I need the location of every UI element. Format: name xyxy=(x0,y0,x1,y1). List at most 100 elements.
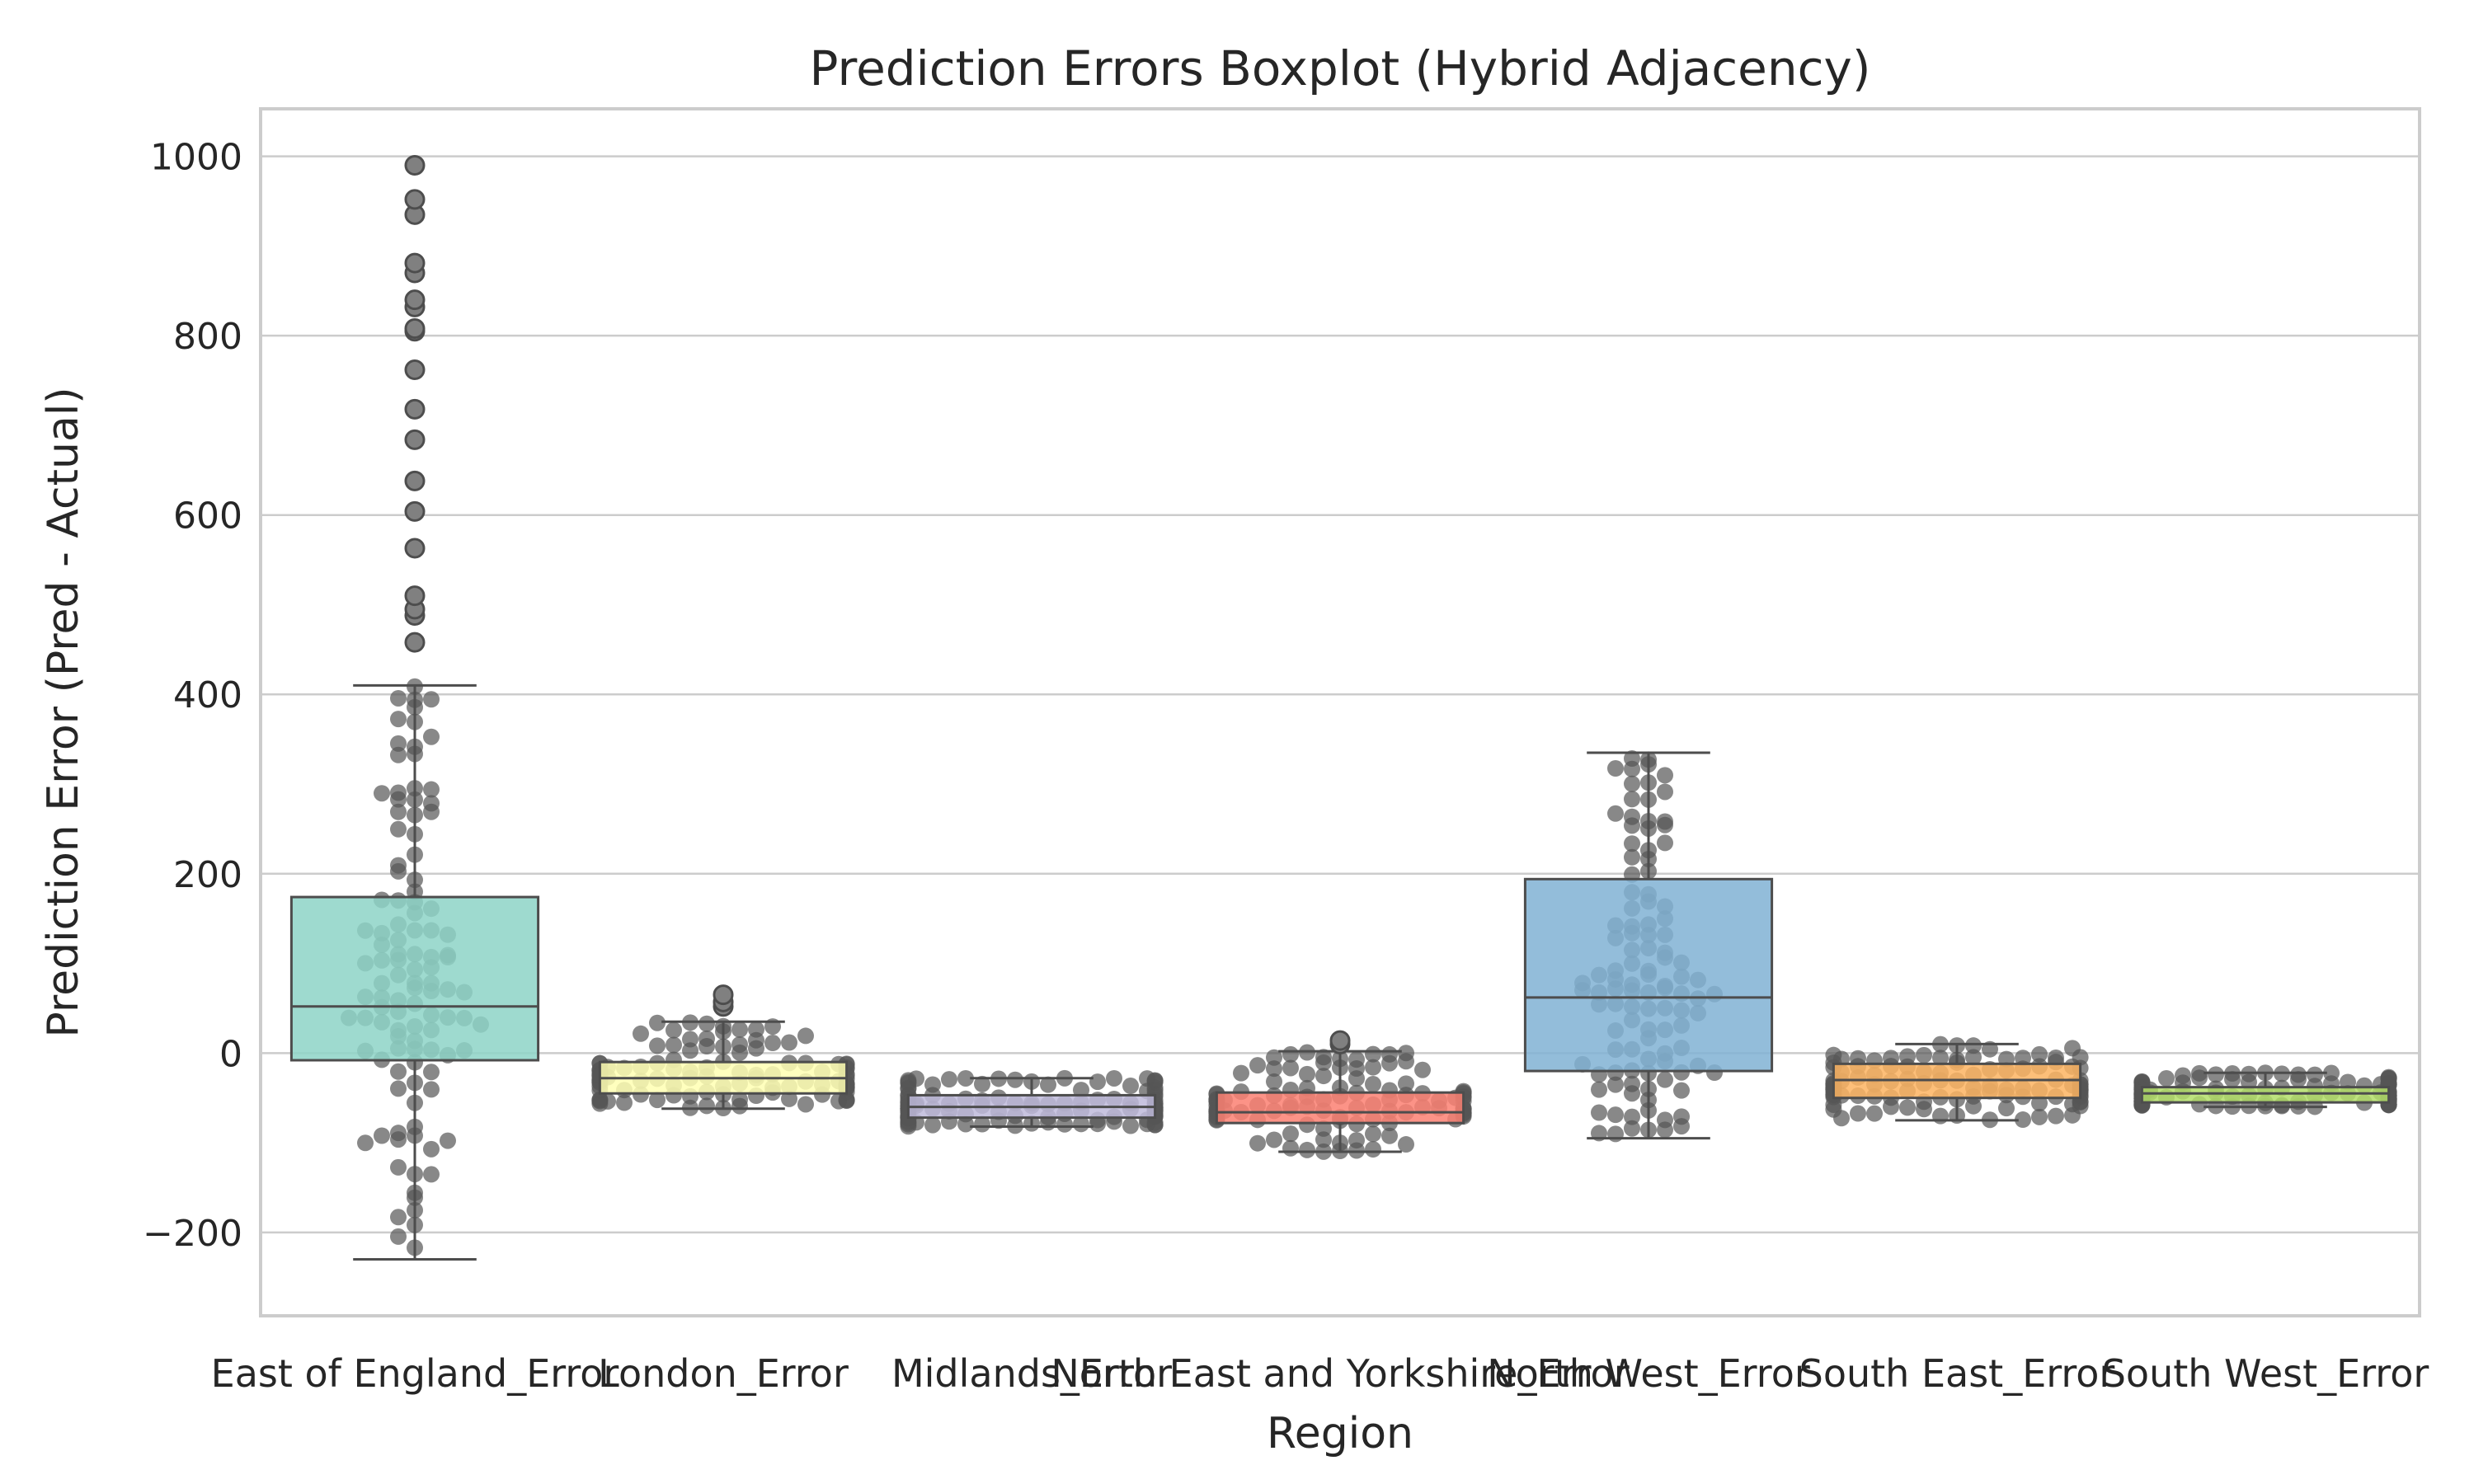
outlier-point xyxy=(407,157,423,174)
swarm-point xyxy=(390,784,407,801)
y-axis-label: Prediction Error (Pred - Actual) xyxy=(39,387,88,1037)
swarm-point xyxy=(1591,1104,1607,1121)
swarm-point xyxy=(1607,1076,1624,1093)
swarm-point xyxy=(1624,791,1640,808)
swarm-point xyxy=(1365,1059,1381,1076)
swarm-point xyxy=(649,1037,666,1054)
swarm-point xyxy=(900,1073,917,1091)
swarm-point xyxy=(748,1040,764,1057)
swarm-point xyxy=(1657,783,1673,801)
swarm-point xyxy=(1657,767,1673,784)
swarm-point xyxy=(957,1115,974,1133)
swarm-point xyxy=(1916,1101,1932,1118)
chart-title: Prediction Errors Boxplot (Hybrid Adjace… xyxy=(810,40,1871,96)
x-tick-label: North West_Error xyxy=(1487,1351,1810,1396)
swarm-point xyxy=(1932,1050,1949,1067)
swarm-point xyxy=(2031,1108,2048,1125)
outlier-point xyxy=(407,291,423,308)
swarm-point xyxy=(1414,1061,1431,1078)
swarm-point xyxy=(649,1092,666,1109)
swarm-point xyxy=(1073,1115,1089,1133)
box xyxy=(1523,877,1774,1073)
swarm-point xyxy=(1315,1068,1332,1085)
swarm-point xyxy=(682,1031,698,1048)
swarm-point xyxy=(1624,1108,1640,1125)
swarm-point xyxy=(2048,1107,2064,1125)
swarm-point xyxy=(1673,1118,1690,1135)
outlier-point xyxy=(407,255,423,272)
swarm-point xyxy=(781,1034,797,1051)
y-tick-label: 400 xyxy=(173,674,242,716)
outlier-point xyxy=(407,634,423,651)
swarm-point xyxy=(1040,1076,1056,1093)
swarm-point xyxy=(423,728,440,745)
outlier-point xyxy=(407,206,423,223)
swarm-point xyxy=(1657,834,1673,852)
swarm-point xyxy=(1282,1059,1299,1077)
swarm-point xyxy=(1624,835,1640,852)
y-tick-label: 0 xyxy=(219,1033,242,1075)
swarm-point xyxy=(1866,1105,1883,1122)
swarm-point xyxy=(2290,1066,2307,1083)
boxplots xyxy=(289,683,2391,1261)
swarm-point xyxy=(390,1209,407,1226)
y-tick-label: 600 xyxy=(173,495,242,538)
swarm-point xyxy=(1916,1046,1932,1064)
swarm-point xyxy=(2191,1064,2208,1082)
swarm-point xyxy=(1624,1085,1640,1102)
swarm-point xyxy=(1657,816,1673,834)
swarm-point xyxy=(1624,817,1640,834)
swarm-point xyxy=(1850,1105,1866,1122)
swarm-point xyxy=(1398,1045,1414,1062)
swarm-point xyxy=(1299,1065,1315,1082)
x-tick-label: East of England_Error xyxy=(211,1351,619,1396)
swarm-point xyxy=(1282,1139,1299,1157)
x-tick-label: North East and Yorkshire_Error xyxy=(1051,1351,1629,1396)
swarm-point xyxy=(390,1125,407,1142)
swarm-point xyxy=(974,1115,990,1133)
swarm-point xyxy=(423,691,440,708)
swarm-point xyxy=(633,1025,649,1042)
swarm-point xyxy=(1624,848,1640,866)
swarm-point xyxy=(838,1091,855,1108)
swarm-point xyxy=(1932,1107,1949,1125)
swarm-point xyxy=(1624,760,1640,777)
swarm-point xyxy=(1381,1045,1398,1063)
swarm-point xyxy=(1965,1097,1982,1115)
swarm-point xyxy=(390,1228,407,1245)
swarm-point xyxy=(698,1038,715,1055)
swarm-point xyxy=(698,1097,715,1115)
swarm-point xyxy=(423,1081,440,1098)
swarm-point xyxy=(390,1063,407,1080)
swarm-point xyxy=(1965,1049,1982,1066)
outlier-point xyxy=(407,472,423,490)
swarm-point xyxy=(1398,1075,1414,1092)
swarm-point xyxy=(390,820,407,838)
x-tick-label: Midlands_Error xyxy=(891,1351,1172,1396)
swarm-point xyxy=(1673,1082,1690,1099)
swarm-point xyxy=(423,781,440,798)
swarm-point xyxy=(1056,1115,1073,1133)
swarm-point xyxy=(1607,1106,1624,1124)
y-tick-label: −200 xyxy=(143,1213,242,1255)
swarm-point xyxy=(1965,1037,1982,1054)
swarm-point xyxy=(1998,1100,2015,1117)
swarm-point xyxy=(1122,1117,1139,1134)
swarm-point xyxy=(374,1127,390,1144)
swarm-point xyxy=(390,857,407,874)
swarm-point xyxy=(731,1044,748,1061)
swarm-point xyxy=(1282,1125,1299,1143)
swarm-point xyxy=(423,1140,440,1158)
swarm-point xyxy=(616,1094,633,1111)
swarm-point xyxy=(1348,1070,1365,1087)
swarm-point xyxy=(682,1042,698,1059)
outlier-point xyxy=(407,503,423,520)
swarm-point xyxy=(1315,1049,1332,1066)
swarm-point xyxy=(390,1080,407,1097)
swarm-point xyxy=(2031,1045,2048,1063)
swarm-point xyxy=(1365,1125,1381,1143)
swarm-point xyxy=(1365,1045,1381,1063)
swarm-point xyxy=(423,795,440,812)
swarm-point xyxy=(390,1158,407,1176)
